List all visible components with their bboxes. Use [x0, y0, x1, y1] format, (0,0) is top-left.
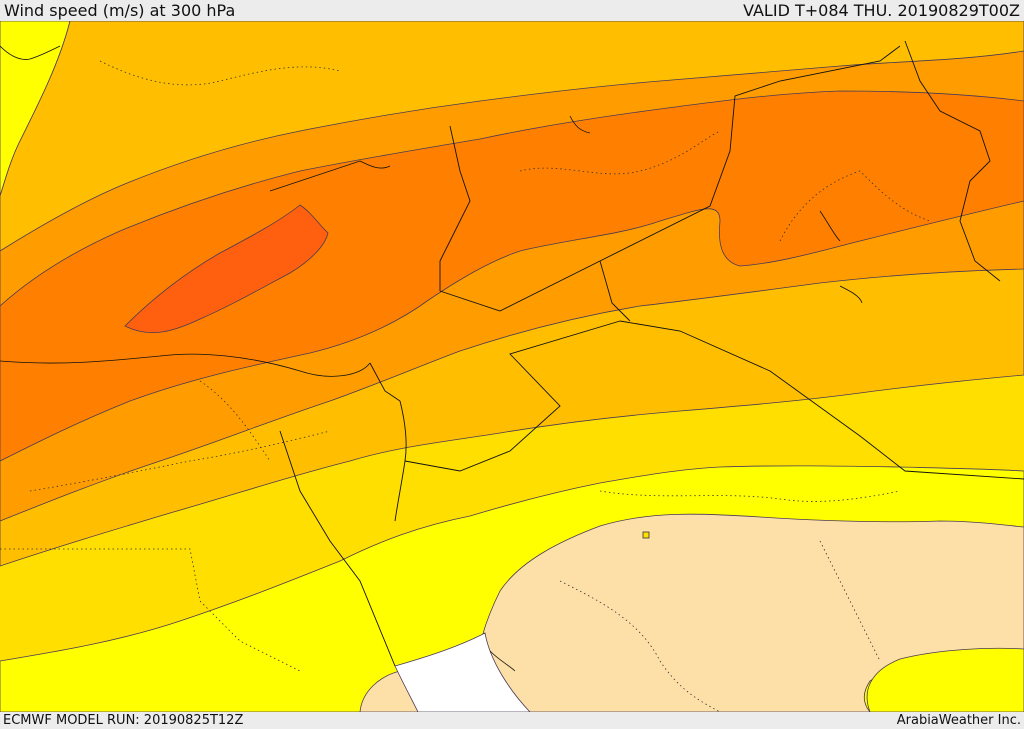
wind-speed-map — [0, 21, 1024, 712]
header-bar: Wind speed (m/s) at 300 hPa VALID T+084 … — [0, 0, 1024, 21]
map-title: Wind speed (m/s) at 300 hPa — [4, 1, 236, 20]
band-6-fill — [0, 90, 1024, 462]
province-borders — [0, 60, 931, 712]
credit-label: ArabiaWeather Inc. — [896, 713, 1021, 728]
band-7-fill — [124, 204, 329, 334]
footer-bar: ECMWF MODEL RUN: 20190825T12Z ArabiaWeat… — [0, 712, 1024, 729]
country-borders — [279, 40, 1024, 667]
station-marker — [642, 531, 650, 539]
model-run-label: ECMWF MODEL RUN: 20190825T12Z — [3, 713, 244, 728]
coastlines — [0, 45, 863, 672]
valid-time-label: VALID T+084 THU. 20190829T00Z — [743, 1, 1020, 20]
band-2-fill-se — [866, 647, 1024, 712]
below-lowest-fill — [394, 632, 531, 712]
